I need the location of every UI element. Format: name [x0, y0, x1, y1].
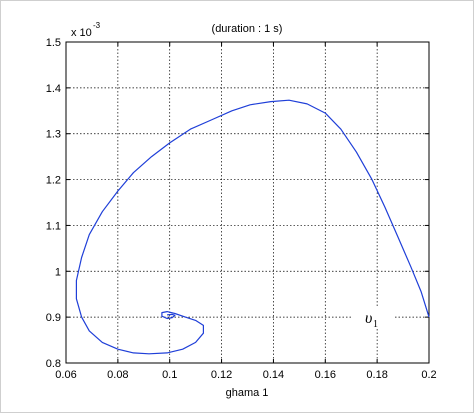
- x-tick-labels: 0.06 0.08 0.1 0.12 0.14 0.16 0.18 0.2: [55, 369, 436, 381]
- y-tick-labels: 0.8 0.9 1 1.1 1.2 1.3 1.4 1.5: [46, 37, 61, 370]
- y-tick-label: 1.3: [46, 129, 61, 141]
- y-multiplier: x 10: [71, 27, 92, 39]
- x-tick-label: 0.12: [211, 369, 232, 381]
- grid: [66, 42, 429, 363]
- x-tick-label: 0.2: [421, 369, 436, 381]
- x-tick-label: 0.18: [366, 369, 387, 381]
- y-tick-label: 0.8: [46, 358, 61, 370]
- tick-marks: [65, 41, 430, 364]
- y-tick-label: 1.2: [46, 175, 61, 187]
- x-tick-label: 0.08: [107, 369, 128, 381]
- y-tick-label: 1.1: [46, 220, 61, 232]
- series-line: [75, 99, 430, 355]
- x-axis-label: ghama 1: [226, 387, 269, 399]
- annotation-subscript: 1: [373, 319, 378, 330]
- y-tick-label: 0.9: [46, 312, 61, 324]
- y-tick-label: 1.4: [46, 83, 61, 95]
- y-tick-label: 1.5: [46, 37, 61, 49]
- y-exponent: -3: [93, 21, 101, 30]
- y-tick-label: 1: [55, 266, 61, 278]
- annotation-background: [353, 307, 393, 329]
- x-tick-label: 0.16: [315, 369, 336, 381]
- x-tick-label: 0.14: [263, 369, 284, 381]
- annotation-symbol: υ: [365, 310, 372, 327]
- x-tick-label: 0.06: [55, 369, 76, 381]
- x-tick-label: 0.1: [162, 369, 177, 381]
- chart-title: (duration : 1 s): [212, 23, 283, 35]
